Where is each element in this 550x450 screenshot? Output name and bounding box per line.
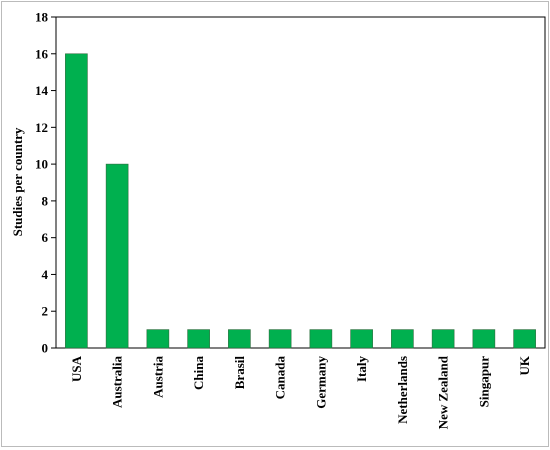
x-tick-label: Germany: [313, 356, 328, 409]
x-tick-label: Italy: [354, 356, 369, 383]
y-tick-label: 2: [42, 304, 49, 319]
y-tick-label: 18: [35, 10, 49, 25]
bar: [228, 329, 251, 349]
bar: [187, 329, 210, 349]
x-tick-label: USA: [69, 355, 84, 382]
bar: [65, 53, 88, 349]
y-tick-label: 14: [35, 83, 49, 98]
bar: [513, 329, 536, 349]
y-tick-label: 6: [42, 230, 49, 245]
plot-area: [55, 16, 546, 349]
x-tick-label: UK: [517, 355, 532, 375]
x-tick-label: Austria: [150, 356, 165, 398]
y-tick-label: 0: [42, 341, 49, 356]
x-tick-label: Brasil: [232, 356, 247, 390]
bar: [391, 329, 414, 349]
bar: [309, 329, 333, 349]
y-axis-label: Studies per country: [10, 127, 25, 236]
bar: [472, 329, 496, 349]
bar: [146, 329, 170, 349]
x-tick-label: Canada: [273, 356, 288, 400]
y-tick-label: 16: [35, 46, 49, 61]
bar: [105, 163, 129, 349]
x-tick-label: Singapur: [476, 356, 491, 408]
y-tick-label: 12: [35, 120, 48, 135]
x-tick-label: China: [191, 356, 206, 390]
bar: [431, 329, 455, 349]
y-tick-label: 8: [42, 193, 49, 208]
y-tick-label: 4: [42, 267, 49, 282]
bar: [350, 329, 373, 349]
x-tick-label: Australia: [110, 356, 125, 409]
x-tick-label: New Zealand: [436, 355, 451, 429]
bar: [268, 329, 292, 349]
x-tick-label: Netherlands: [395, 356, 410, 424]
y-tick-label: 10: [35, 157, 48, 172]
